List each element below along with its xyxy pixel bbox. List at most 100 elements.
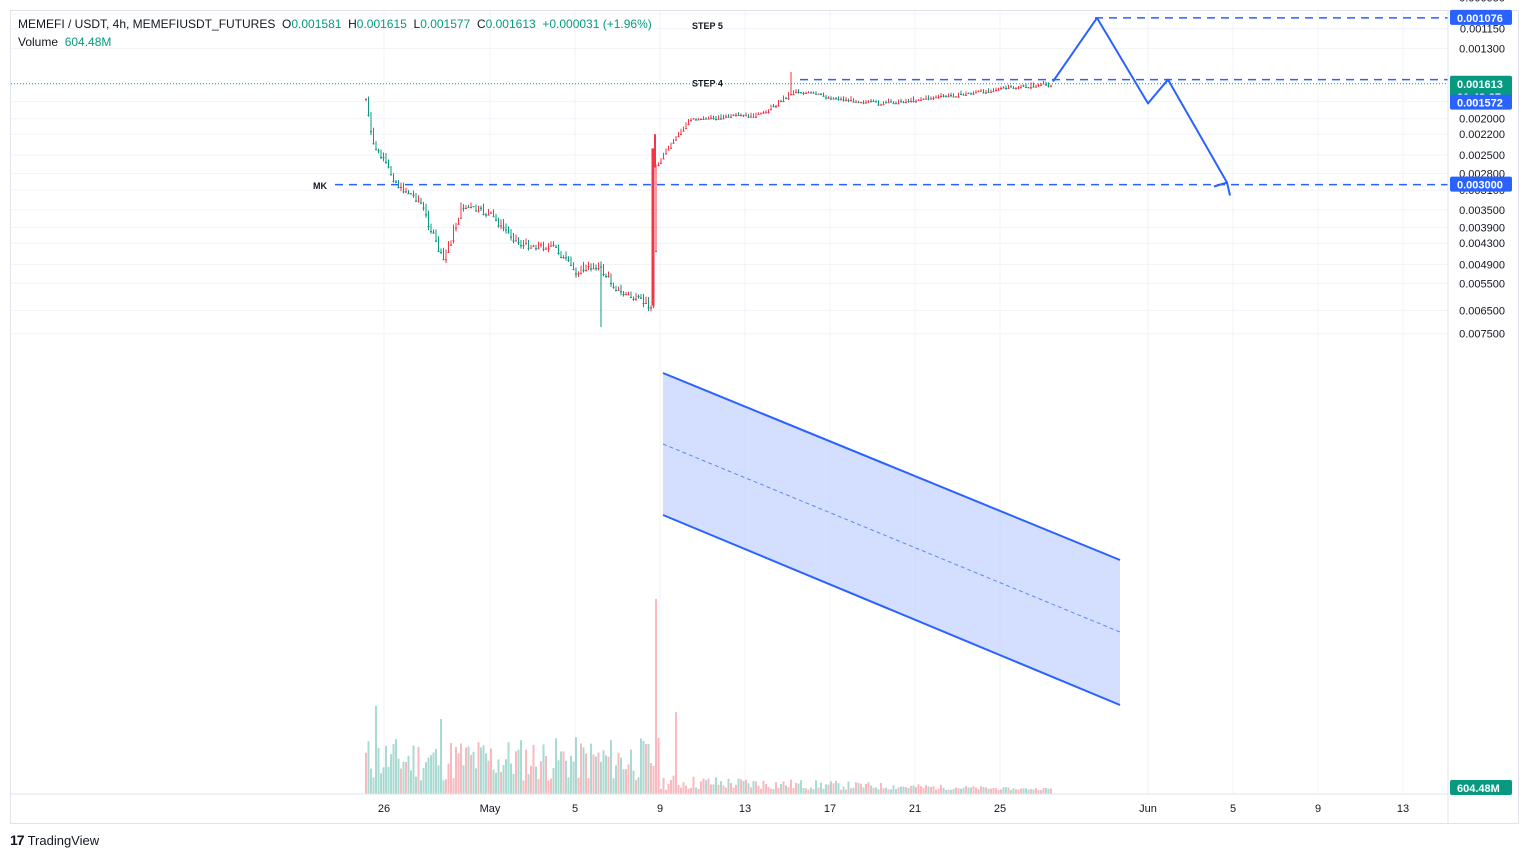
volume-bar xyxy=(857,782,860,794)
time-axis[interactable]: 26 May 5 9 13 17 21 25 Jun 5 9 13 xyxy=(11,793,1448,815)
volume-bar xyxy=(747,783,750,794)
price-axis[interactable]: 0.007500 0.006500 0.005500 0.004900 0.004300… xyxy=(1447,0,1518,823)
candle-body xyxy=(747,116,750,118)
channel-mid-line xyxy=(662,443,1121,633)
volume-bar xyxy=(595,756,597,794)
volume-bar xyxy=(682,782,685,794)
volume-bar xyxy=(1035,788,1037,794)
candle-body xyxy=(805,93,807,95)
candle-body xyxy=(520,245,522,247)
candle-body xyxy=(1040,84,1042,86)
volume-bar xyxy=(837,783,840,794)
volume-bar xyxy=(815,780,817,794)
candles xyxy=(365,71,1052,328)
time-tick-label: 5 xyxy=(572,803,578,815)
volume-bar xyxy=(415,776,417,794)
volume-bar xyxy=(450,743,452,794)
volume-bar xyxy=(615,765,617,794)
candle-body xyxy=(557,252,560,254)
volume-bar xyxy=(545,755,547,794)
volume-bar xyxy=(720,781,722,794)
candle-body xyxy=(865,102,867,104)
volume-bars xyxy=(365,599,1052,794)
candle-body xyxy=(597,268,600,270)
volume-bar xyxy=(970,787,972,794)
candle-body xyxy=(822,95,825,97)
candle-body xyxy=(972,93,975,95)
volume-bar xyxy=(890,789,892,794)
volume-bar xyxy=(827,784,830,794)
volume-bar xyxy=(855,782,857,794)
volume-bar xyxy=(955,787,957,794)
candle-body xyxy=(530,247,532,249)
volume-bar xyxy=(517,749,520,794)
candle-body xyxy=(1000,88,1002,90)
volume-bar xyxy=(387,766,390,794)
price-tick-label: 0.002200 xyxy=(1459,129,1505,141)
volume-bar xyxy=(392,744,395,794)
candle-body xyxy=(975,92,977,94)
volume-bar xyxy=(507,742,510,794)
volume-bar xyxy=(647,743,650,794)
volume-bar xyxy=(790,779,792,794)
volume-bar xyxy=(412,745,415,794)
volume-bar xyxy=(512,774,515,794)
candle-body xyxy=(515,240,517,242)
candle-body xyxy=(862,102,865,104)
candle-body xyxy=(985,92,987,94)
volume-bar xyxy=(1012,788,1015,794)
volume-bar xyxy=(725,787,727,794)
candle-body xyxy=(545,248,547,250)
channel-upper-line xyxy=(662,372,1121,561)
candle-body xyxy=(637,296,640,298)
price-level-value: 0.003000 xyxy=(1457,180,1503,192)
candle-body xyxy=(777,105,780,107)
chart-frame[interactable] xyxy=(10,10,1519,824)
volume-bar xyxy=(482,745,485,794)
candle-body xyxy=(697,119,700,121)
candle-body xyxy=(647,307,650,309)
time-tick-label: 9 xyxy=(1315,803,1321,815)
candle-body xyxy=(917,99,920,101)
volume-bar xyxy=(830,781,832,794)
volume-bar xyxy=(737,778,740,794)
volume-bar xyxy=(880,782,882,794)
volume-bar xyxy=(935,789,937,794)
tradingview-branding[interactable]: 17 TradingView xyxy=(10,832,99,848)
candle-body xyxy=(1002,87,1005,89)
volume-bar xyxy=(435,748,437,794)
candle-body xyxy=(852,101,855,103)
candle-body xyxy=(540,244,542,246)
candle-body xyxy=(492,216,495,218)
volume-bar xyxy=(612,778,615,794)
volume-bar xyxy=(702,778,705,794)
candle-body xyxy=(995,89,997,91)
candle-body xyxy=(665,153,667,155)
volume-bar xyxy=(385,745,387,794)
price-tick-label: 0.004900 xyxy=(1459,259,1505,271)
volume-bar xyxy=(510,763,512,794)
candle-body xyxy=(582,270,585,272)
candle-body xyxy=(587,266,590,268)
volume-bar xyxy=(820,782,822,794)
candle-body xyxy=(1022,85,1025,87)
volume-bar xyxy=(395,739,397,794)
candle-body xyxy=(832,98,835,100)
candle-body xyxy=(465,207,467,209)
volume-bar xyxy=(445,779,447,794)
volume-bar xyxy=(575,737,577,794)
candle-body xyxy=(525,243,527,245)
volume-bar xyxy=(407,755,410,794)
volume-bar xyxy=(372,777,375,794)
projection-drawings[interactable] xyxy=(11,16,1448,196)
candle-body xyxy=(387,166,390,168)
volume-bar xyxy=(485,753,487,794)
descending-channel[interactable] xyxy=(662,372,1121,706)
volume-bar xyxy=(782,781,785,794)
candle-body xyxy=(957,96,960,98)
volume-bar xyxy=(410,770,412,794)
candle-body xyxy=(625,294,627,296)
volume-bar xyxy=(617,752,620,794)
candle-body xyxy=(457,223,460,225)
